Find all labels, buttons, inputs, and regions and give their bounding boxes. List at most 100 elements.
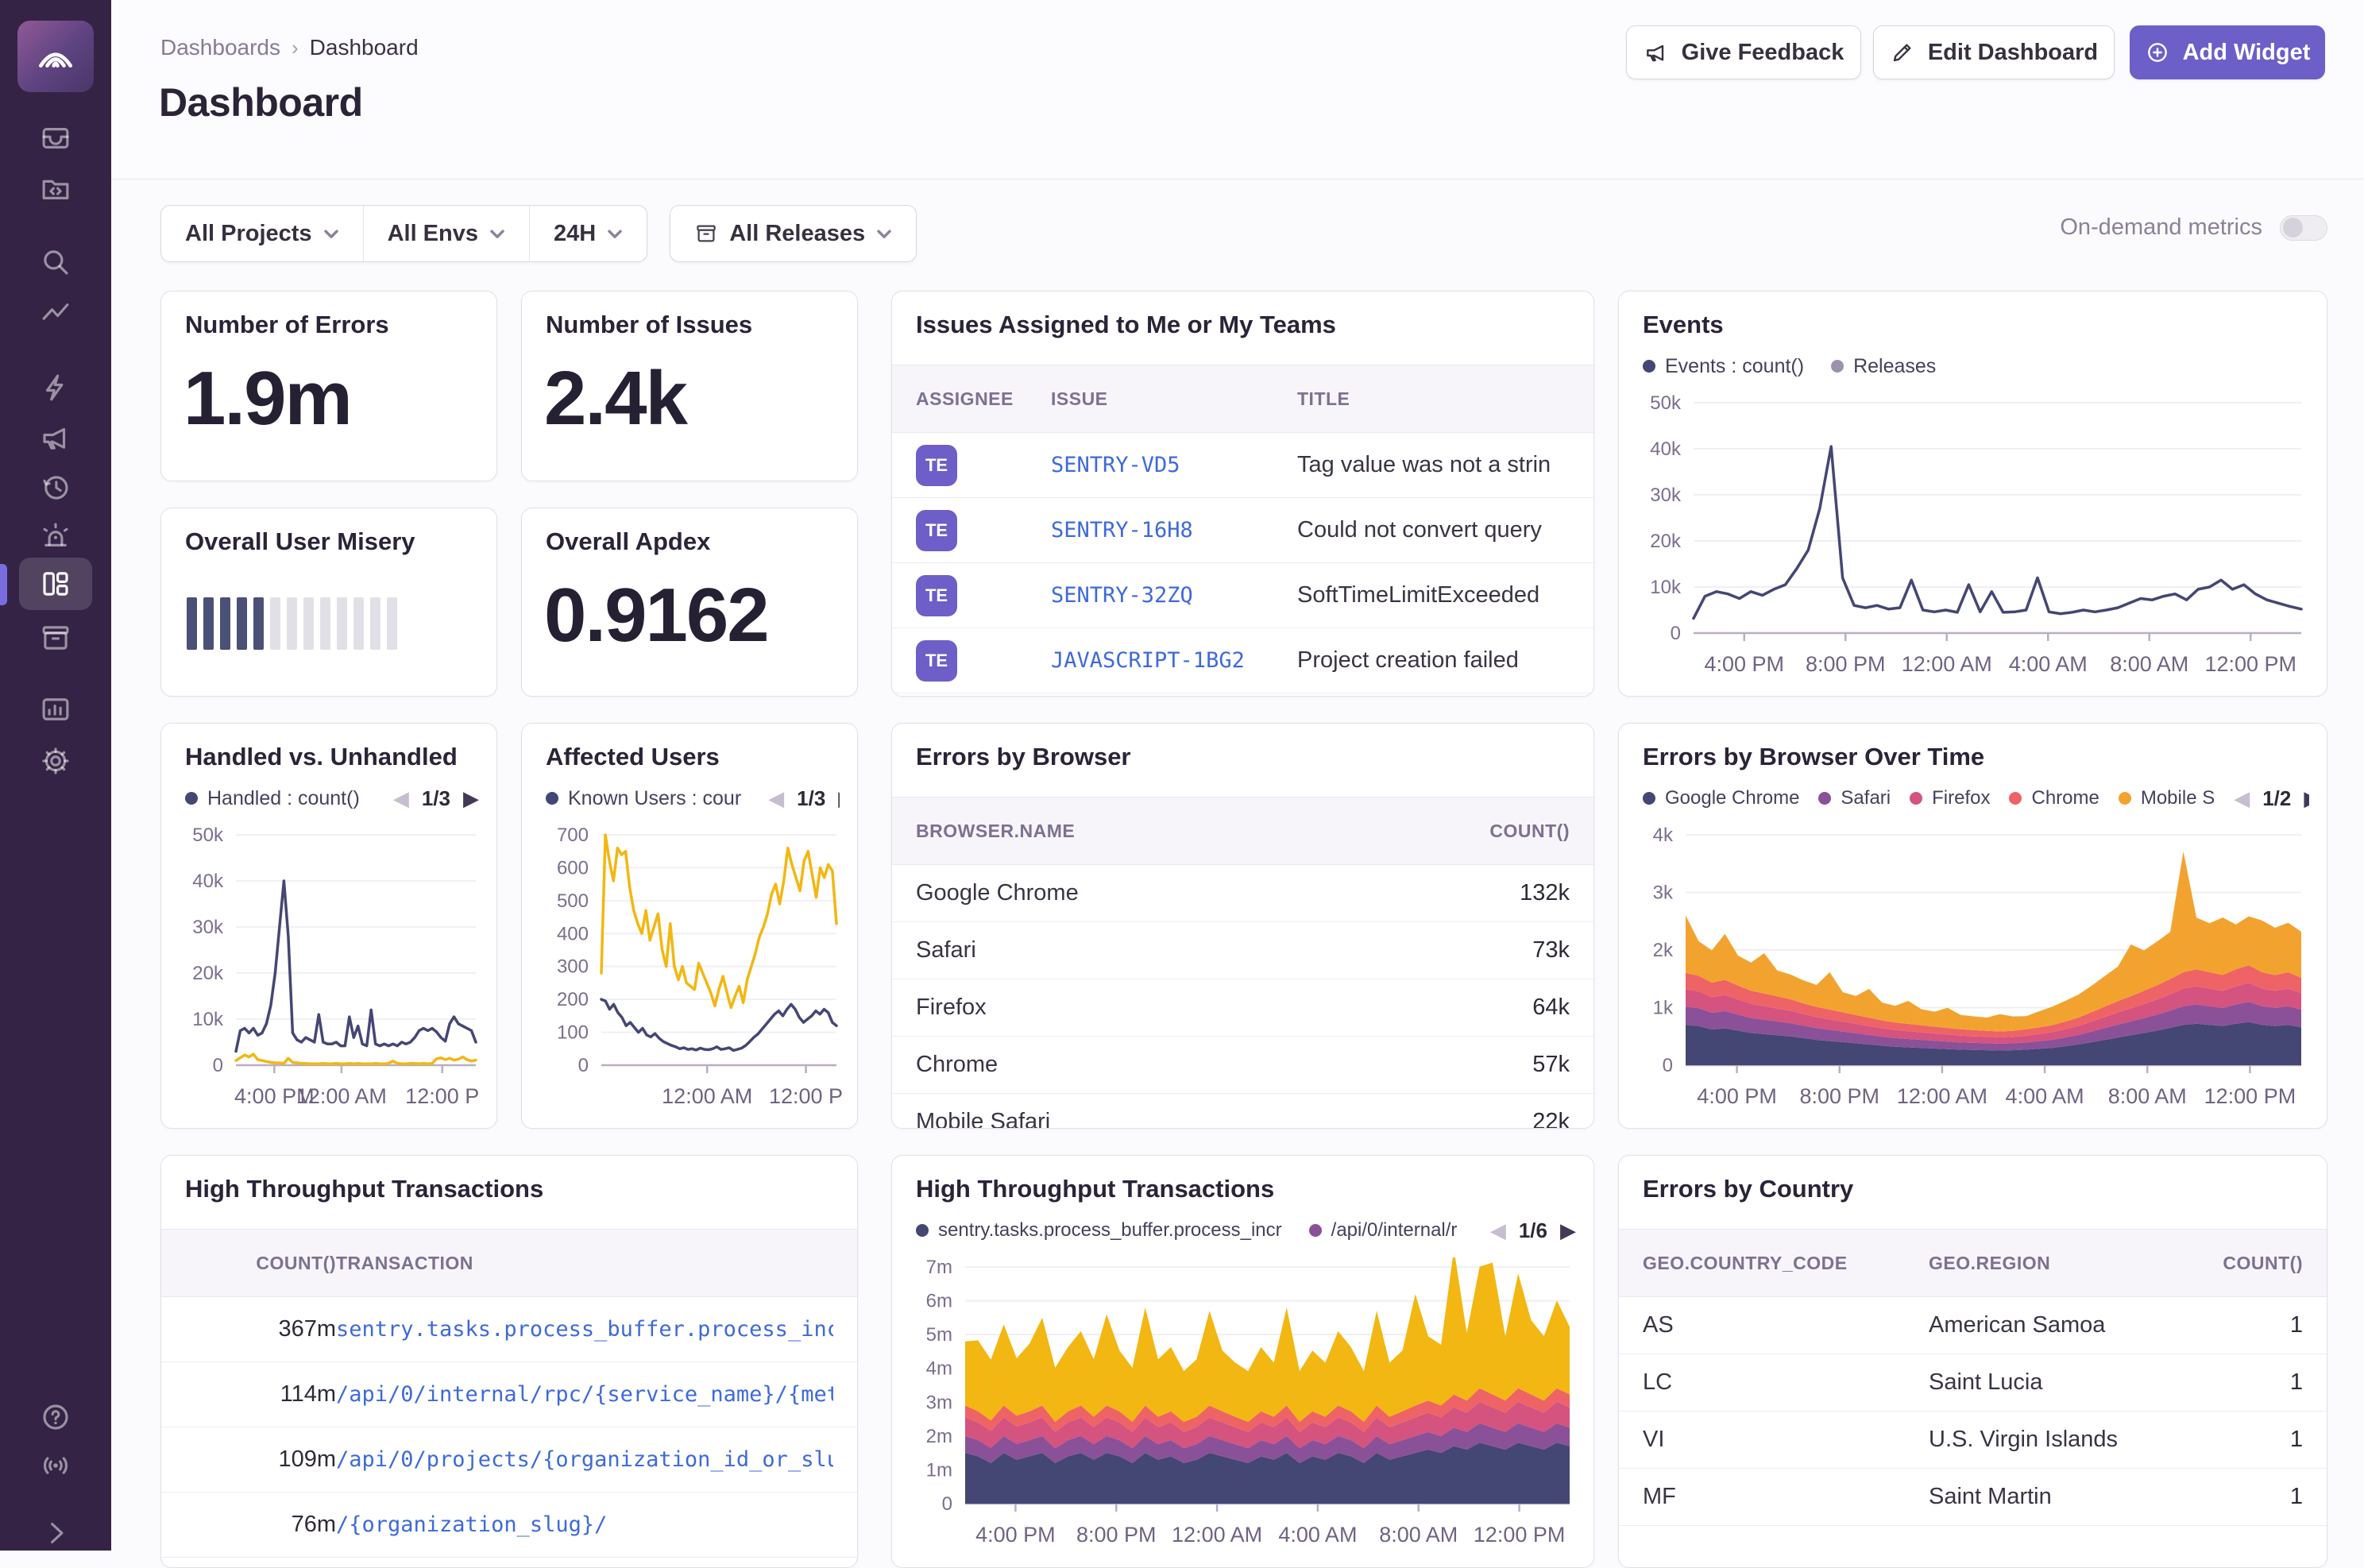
column-header[interactable]: BROWSER.NAME: [916, 820, 1076, 841]
add-widget-button[interactable]: Add Widget: [2130, 25, 2325, 79]
help-icon[interactable]: [0, 1398, 111, 1436]
table-cell[interactable]: /api/0/internal/rpc/{service_name}/{meth…: [336, 1382, 833, 1407]
svg-text:10k: 10k: [1650, 577, 1682, 598]
date-range-filter[interactable]: 24H: [529, 206, 647, 261]
give-feedback-button[interactable]: Give Feedback: [1626, 25, 1861, 79]
breadcrumb-current: Dashboard: [309, 35, 419, 60]
sidebar-item-alerts[interactable]: [0, 517, 111, 555]
column-header[interactable]: TRANSACTION: [336, 1252, 473, 1273]
table-cell[interactable]: TE: [916, 574, 1051, 616]
legend-item[interactable]: sentry.tasks.process_buffer.process_incr: [916, 1219, 1282, 1242]
widget-title: Overall User Misery: [185, 527, 415, 555]
legend-pager: ◀ 1/3 ▶: [393, 786, 479, 811]
legend-dot: [546, 792, 558, 805]
sidebar-item-settings[interactable]: [0, 742, 111, 780]
column-header[interactable]: ISSUE: [1051, 388, 1108, 409]
widget-title: Affected Users: [546, 743, 720, 770]
errors-by-browser-table: BROWSER.NAME COUNT() Google Chrome 132k Safa…: [892, 797, 1593, 1129]
sidebar-item-stats[interactable]: [0, 690, 111, 728]
svg-text:12:00 AM: 12:00 AM: [296, 1084, 387, 1108]
sentry-logo[interactable]: [17, 21, 94, 92]
table-cell: Project creation failed: [1297, 647, 1519, 673]
sidebar-item-traces[interactable]: [0, 295, 111, 333]
sidebar-item-issues[interactable]: [0, 119, 111, 157]
column-header[interactable]: COUNT(): [256, 1252, 336, 1273]
chart-svg: 0 1m 2m 3m 4m 5m 6m 7m 4:00 PM 8:00 PM 12:00 AM 4:0…: [926, 1249, 1570, 1547]
table-cell[interactable]: SENTRY-16H8: [1051, 518, 1193, 543]
table-cell: 22k: [1532, 1109, 1570, 1129]
sidebar-item-feedback[interactable]: [0, 419, 111, 457]
legend-item[interactable]: Firefox: [1910, 787, 1990, 809]
table-cell[interactable]: /api/0/projects/{organization_id_or_slug…: [336, 1447, 833, 1472]
table-cell[interactable]: SENTRY-32ZQ: [1051, 583, 1193, 608]
svg-text:20k: 20k: [1650, 531, 1682, 552]
legend-item[interactable]: Releases: [1831, 355, 1936, 378]
release-filter[interactable]: All Releases: [670, 206, 916, 261]
edit-dashboard-button[interactable]: Edit Dashboard: [1873, 25, 2115, 79]
table-cell[interactable]: TE: [916, 509, 1051, 551]
column-header[interactable]: COUNT(): [1489, 820, 1570, 841]
legend-item[interactable]: /api/0/internal/r: [1308, 1219, 1457, 1242]
table-cell[interactable]: TE: [916, 444, 1051, 486]
svg-text:12:00 PM: 12:00 PM: [2204, 1084, 2296, 1108]
svg-text:8:00 PM: 8:00 PM: [1076, 1523, 1157, 1547]
column-header[interactable]: GEO.REGION: [1929, 1252, 2051, 1273]
collapse-sidebar-icon[interactable]: [0, 1514, 111, 1552]
svg-text:400: 400: [557, 923, 589, 944]
table-cell: 109m: [278, 1446, 336, 1472]
pager-next-icon[interactable]: ▶: [463, 786, 479, 810]
column-header[interactable]: TITLE: [1297, 388, 1350, 409]
pager-prev-icon[interactable]: ◀: [392, 786, 409, 810]
table-cell: U.S. Virgin Islands: [1929, 1427, 2119, 1452]
table-cell[interactable]: /{organization_slug}/: [336, 1512, 608, 1537]
legend-dot: [185, 792, 198, 805]
legend-item[interactable]: Google Chrome: [1643, 787, 1799, 809]
table-cell: Saint Lucia: [1929, 1369, 2043, 1395]
legend-item[interactable]: Mobile S: [2118, 787, 2215, 809]
table-cell[interactable]: TE: [916, 639, 1051, 682]
sidebar-item-replays[interactable]: [0, 469, 111, 507]
sidebar-item-projects[interactable]: [0, 170, 111, 208]
table-cell: Google Chrome: [916, 880, 1079, 906]
breadcrumb-root[interactable]: Dashboards: [160, 35, 280, 60]
sidebar-item-dashboards[interactable]: [19, 558, 92, 610]
sidebar-item-releases[interactable]: [0, 619, 111, 657]
svg-text:700: 700: [557, 825, 589, 846]
releases-icon: [697, 225, 716, 242]
table-cell[interactable]: SENTRY-VD5: [1051, 453, 1180, 477]
svg-text:3m: 3m: [926, 1392, 952, 1413]
pager-prev-icon[interactable]: ◀: [768, 786, 785, 810]
column-header[interactable]: COUNT(): [2223, 1252, 2303, 1273]
column-header[interactable]: GEO.COUNTRY_CODE: [1643, 1252, 1848, 1273]
pager-next-icon[interactable]: ▶: [1560, 1218, 1576, 1242]
legend-dot: [1910, 792, 1923, 805]
table-cell[interactable]: sentry.tasks.process_buffer.process_incr: [336, 1317, 833, 1342]
pager-prev-icon[interactable]: ◀: [2234, 786, 2250, 810]
chart-legend: Known Users : cour ◀ 1/3 ▶: [546, 781, 840, 816]
on-demand-metrics: On-demand metrics: [2060, 214, 2327, 241]
filter-bar: All Projects All Envs 24H All Releases: [160, 205, 917, 262]
column-header[interactable]: ASSIGNEE: [916, 388, 1014, 409]
table-row: Mobile Safari 22k: [892, 1094, 1593, 1129]
legend-item[interactable]: Chrome: [2009, 787, 2099, 809]
table-cell[interactable]: JAVASCRIPT-1BG2: [1051, 648, 1245, 673]
legend-item[interactable]: Safari: [1818, 787, 1891, 809]
sidebar-item-explore[interactable]: [0, 243, 111, 281]
pager-next-icon[interactable]: ▶: [2304, 786, 2309, 811]
legend-item[interactable]: Known Users : cour: [546, 787, 741, 810]
whats-new-icon[interactable]: [0, 1446, 111, 1485]
sidebar-item-performance[interactable]: [0, 369, 111, 407]
pager-prev-icon[interactable]: ◀: [1489, 1218, 1506, 1242]
svg-text:12:00 PM: 12:00 PM: [2204, 652, 2296, 676]
svg-text:0: 0: [942, 1493, 952, 1515]
widget-errors-by-country: Errors by Country GEO.COUNTRY_CODE GEO.RE…: [1618, 1155, 2327, 1568]
widget-affected-users: Affected Users Known Users : cour ◀ 1/3 ▶ 0…: [521, 723, 858, 1129]
legend-item[interactable]: Events : count(): [1643, 355, 1804, 378]
pager-next-icon[interactable]: ▶: [838, 786, 840, 811]
project-filter[interactable]: All Projects: [161, 206, 363, 261]
page-title: Dashboard: [159, 80, 363, 125]
legend-item[interactable]: Handled : count(): [185, 787, 360, 810]
on-demand-toggle[interactable]: [2280, 214, 2327, 241]
widget-assigned-issues: Issues Assigned to Me or My Teams ASSIGN…: [891, 291, 1594, 697]
environment-filter[interactable]: All Envs: [362, 206, 529, 261]
